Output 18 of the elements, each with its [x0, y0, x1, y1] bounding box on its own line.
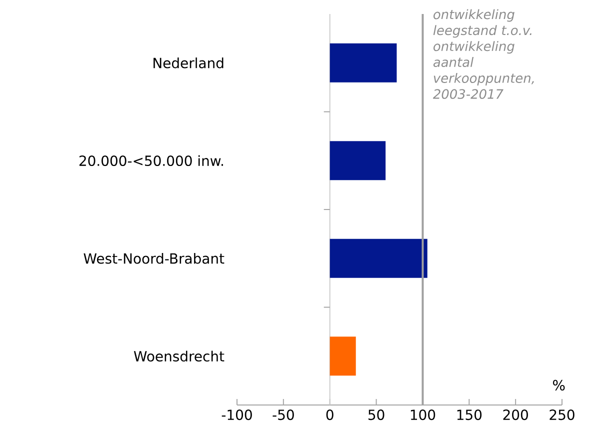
ref-line-label: ontwikkeling leegstand t.o.v. ontwikkeling aantal verkooppunten, 2003-2017: [432, 9, 534, 99]
bar: [330, 238, 428, 278]
x-tick-label: 250: [550, 410, 574, 420]
bar: [330, 43, 397, 82]
bar: [330, 141, 386, 180]
y-tick-label: 20.000-<50.000 inw.: [79, 155, 223, 166]
x-tick-label: 100: [410, 410, 436, 420]
x-tick-label: 150: [457, 410, 482, 420]
x-tick-label: 50: [368, 410, 384, 420]
x-tick-label: -100: [222, 410, 252, 420]
x-axis-title: %: [553, 380, 565, 390]
y-tick-label: Nederland: [154, 57, 224, 68]
x-tick-label: -50: [272, 410, 294, 420]
bar: [330, 336, 356, 376]
x-tick-label: 200: [503, 410, 528, 420]
x-tick-label: 0: [326, 410, 334, 420]
y-tick-label: Woensdrecht: [134, 350, 224, 362]
y-tick-label: West-Noord-Brabant: [84, 252, 224, 264]
